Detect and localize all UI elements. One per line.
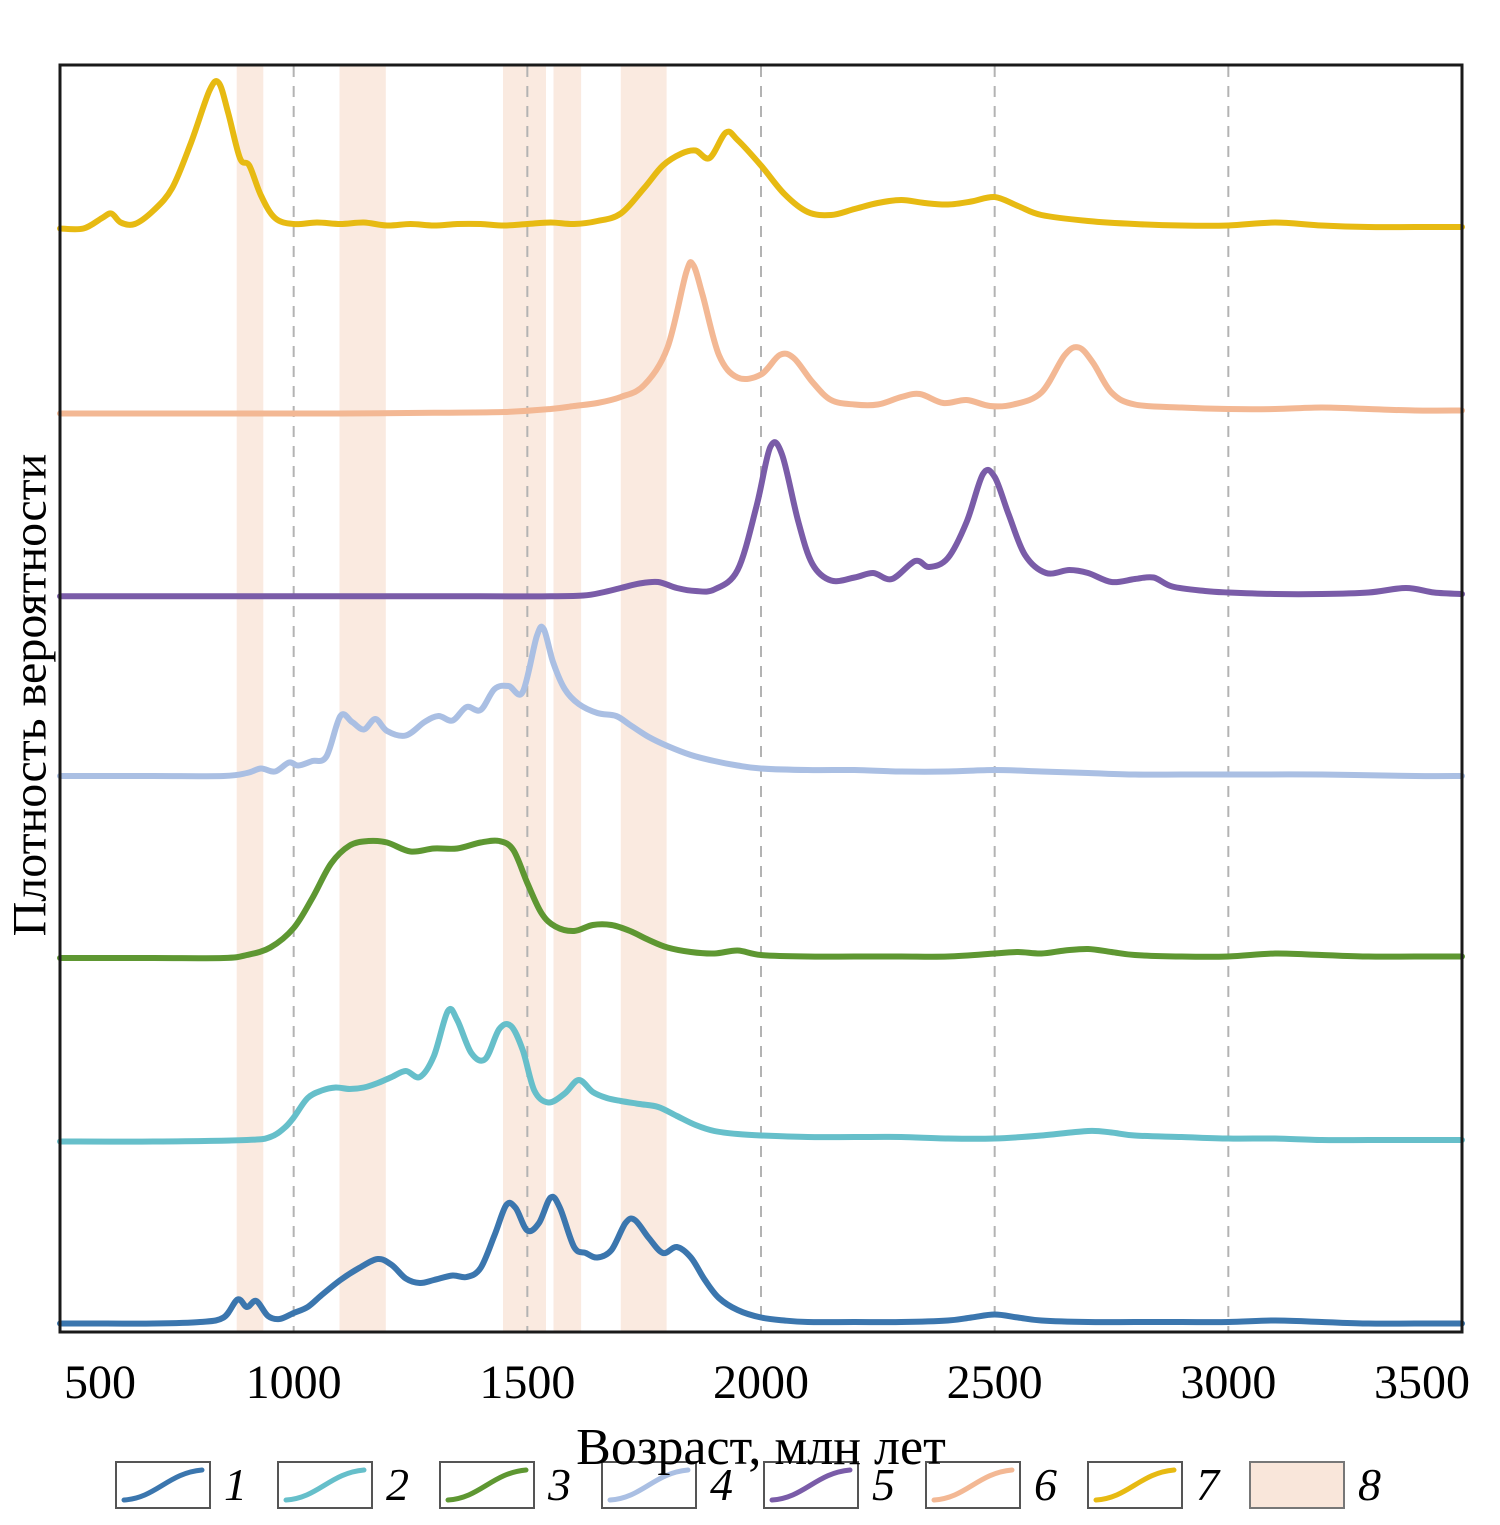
series-6-curve (57, 259, 1465, 417)
legend-item-7: 7 (1087, 1459, 1221, 1510)
x-tick-label-500: 500 (64, 1356, 136, 1409)
plot-frame (58, 63, 1464, 1334)
legend-label: 6 (1034, 1459, 1057, 1510)
legend-label: 2 (386, 1459, 409, 1510)
series-4-curve (57, 623, 1465, 780)
legend-band-swatch (1249, 1461, 1345, 1509)
legend-curve-sample (445, 1467, 529, 1503)
x-tick-label-2000: 2000 (713, 1356, 809, 1409)
highlight-band-1 (236, 65, 264, 1332)
legend-label: 8 (1358, 1459, 1381, 1510)
legend-item-2: 2 (277, 1459, 409, 1510)
legend-label: 3 (547, 1459, 571, 1510)
legend-label: 5 (872, 1459, 895, 1510)
legend-curve-sample (283, 1467, 367, 1503)
legend-item-6: 6 (925, 1459, 1057, 1510)
legend-item-5: 5 (763, 1459, 895, 1510)
legend-item-1: 1 (115, 1459, 247, 1510)
legend-label: 7 (1196, 1459, 1221, 1510)
legend-curve-sample (607, 1467, 691, 1503)
x-tick-label-1500: 1500 (479, 1356, 575, 1409)
series-2-curve (57, 1005, 1465, 1145)
legend-curve-sample (769, 1467, 853, 1503)
highlight-band-4 (553, 65, 582, 1332)
x-axis-title: Возраст, млн лет (576, 1419, 946, 1476)
x-tick-label-3500: 3500 (1374, 1356, 1470, 1409)
y-axis-title: Плотность вероятности (3, 453, 57, 937)
legend-item-8: 8 (1249, 1459, 1381, 1510)
x-tick-label-3000: 3000 (1180, 1356, 1276, 1409)
highlight-band-2 (339, 65, 386, 1332)
legend-curve-sample (1093, 1467, 1177, 1503)
x-tick-label-2500: 2500 (947, 1356, 1043, 1409)
legend-item-4: 4 (601, 1459, 733, 1510)
legend-label: 4 (710, 1459, 733, 1510)
legend-curve-sample (121, 1467, 205, 1503)
series-3-curve (57, 837, 1465, 962)
highlight-band-3 (503, 65, 546, 1332)
series-1-curve (57, 1193, 1465, 1327)
legend-curve-sample (931, 1467, 1015, 1503)
legend-label: 1 (224, 1459, 247, 1510)
highlight-band-5 (620, 65, 667, 1332)
series-5-curve (57, 439, 1465, 600)
x-tick-label-1000: 1000 (246, 1356, 342, 1409)
legend-item-3: 3 (439, 1459, 571, 1510)
series-7-curve (57, 78, 1465, 233)
